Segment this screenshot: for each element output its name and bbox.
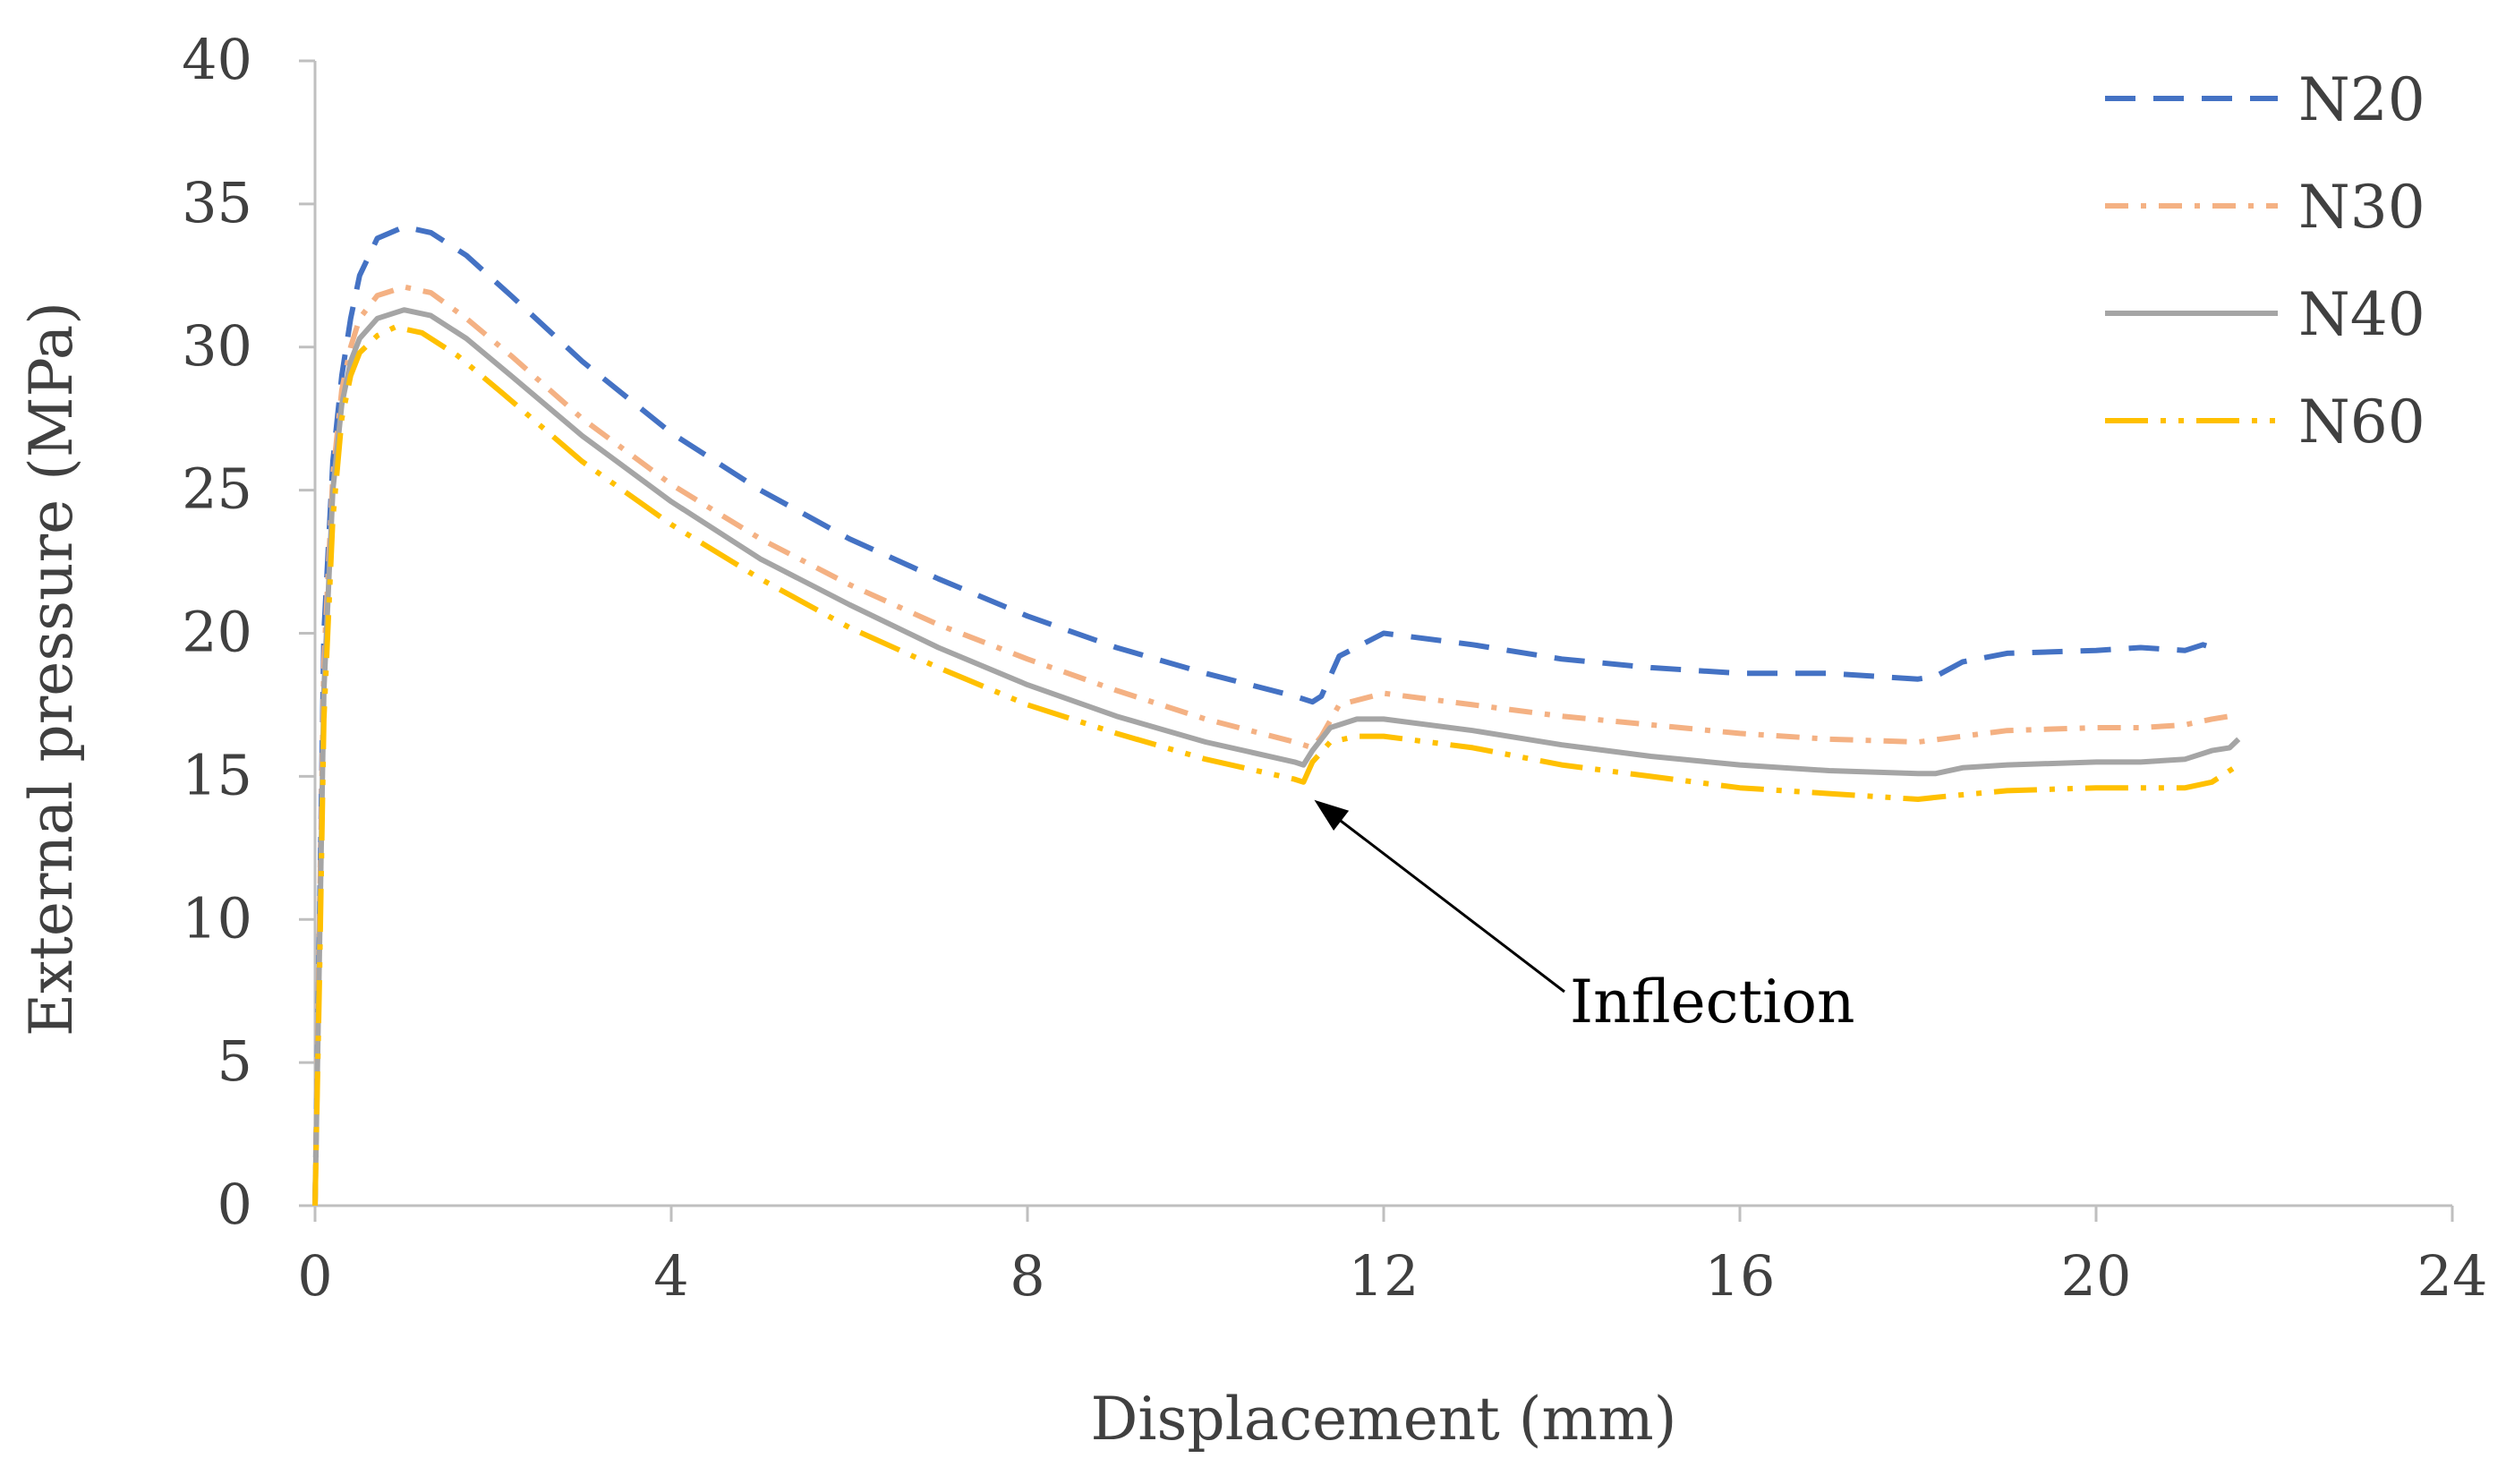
- y-tick-label: 10: [182, 885, 252, 951]
- annotation-arrow-line: [1331, 813, 1565, 994]
- legend-label-n60: N60: [2298, 388, 2425, 456]
- y-tick-label: 40: [182, 27, 252, 92]
- legend: N20 N30 N40 N60: [2105, 65, 2425, 456]
- x-tick-label: 4: [653, 1243, 688, 1309]
- x-tick-label: 0: [297, 1243, 332, 1309]
- x-axis-title: Displacement (mm): [1091, 1385, 1677, 1454]
- annotation-arrowhead: [1314, 799, 1350, 831]
- y-tick-label: 15: [182, 742, 252, 807]
- annotation-label: Inflection: [1570, 968, 1855, 1036]
- y-tick-label: 5: [217, 1028, 252, 1094]
- x-tick-label: 8: [1010, 1243, 1044, 1309]
- y-tick-label: 0: [217, 1172, 252, 1237]
- legend-label-n20: N20: [2298, 65, 2425, 134]
- x-tick-label: 24: [2417, 1243, 2488, 1309]
- x-tick-label: 16: [1705, 1243, 1776, 1309]
- axes-group: 0 5 10 15 20 25 30 35 40 0 4 8 12 16 20 24: [182, 27, 2487, 1309]
- series-line-n40: [312, 307, 2241, 1207]
- series-line-n20: [312, 224, 2213, 1207]
- series-group: [312, 224, 2241, 1207]
- y-axis-title: External pressure (MPa): [17, 302, 86, 1036]
- legend-label-n40: N40: [2298, 280, 2425, 349]
- y-tick-label: 25: [182, 456, 252, 522]
- y-tick-label: 20: [182, 600, 252, 665]
- legend-label-n30: N30: [2298, 173, 2425, 242]
- series-line-n60: [312, 324, 2240, 1207]
- y-tick-label: 35: [182, 170, 252, 235]
- y-tick-label: 30: [182, 313, 252, 379]
- series-line-n30: [312, 284, 2230, 1207]
- annotation-group: Inflection: [1314, 799, 1855, 1036]
- x-tick-label: 12: [1349, 1243, 1419, 1309]
- x-tick-label: 20: [2061, 1243, 2132, 1309]
